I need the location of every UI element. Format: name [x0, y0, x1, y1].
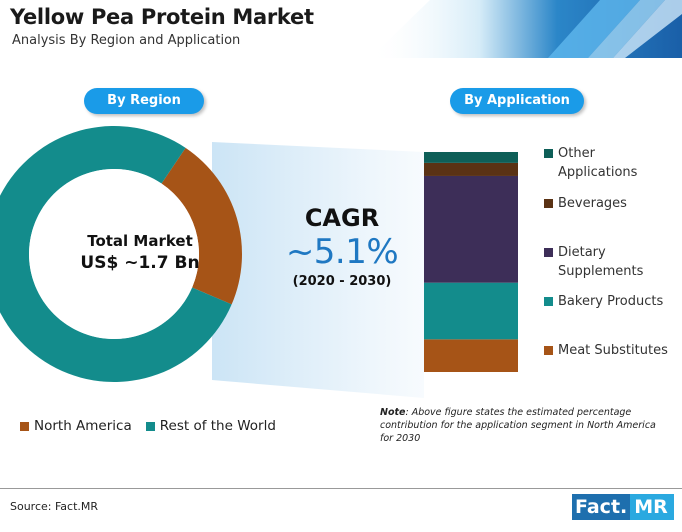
header-decoration — [370, 0, 682, 58]
region-legend: North America Rest of the World — [20, 418, 276, 434]
total-market-value: US$ ~1.7 Bn — [80, 253, 200, 273]
connector-beam — [212, 142, 424, 398]
legend-swatch-rest-of-world — [145, 421, 155, 431]
logo-part-mr: MR — [630, 494, 674, 520]
legend-label-beverages: Beverages — [558, 196, 627, 211]
logo-part-fact: Fact. — [572, 494, 631, 520]
legend-label-rest-of-world: Rest of the World — [159, 418, 276, 434]
legend-item-other-applications: Other Applications — [544, 144, 678, 182]
total-market-label: Total Market — [87, 232, 193, 250]
legend-label-meat: Meat Substitutes — [558, 343, 668, 358]
donut-slice-north-america — [161, 147, 242, 305]
by-application-pill: By Application — [450, 88, 584, 114]
region-donut — [0, 126, 242, 382]
legend-label-dietary: Dietary Supplements — [558, 245, 644, 279]
cagr-block: CAGR ~5.1% (2020 - 2030) — [272, 204, 412, 289]
legend-swatch-bakery — [544, 297, 553, 306]
legend-item-bakery-products: Bakery Products — [544, 292, 678, 311]
legend-swatch-beverages — [544, 199, 553, 208]
cagr-label: CAGR — [304, 204, 380, 232]
cagr-value: ~5.1% — [285, 232, 399, 272]
legend-label-other: Other Applications — [558, 146, 638, 180]
legend-swatch-dietary — [544, 248, 553, 257]
source-text: Source: Fact.MR — [10, 500, 99, 513]
legend-item-dietary-supplements: Dietary Supplements — [544, 243, 678, 281]
legend-label-bakery: Bakery Products — [558, 294, 664, 309]
charts-canvas — [0, 126, 518, 398]
bar-segment-dietary-supplements — [424, 175, 518, 283]
page-subtitle: Analysis By Region and Application — [12, 33, 241, 48]
legend-swatch-meat — [544, 346, 553, 355]
note-text: : Above figure states the estimated perc… — [380, 407, 656, 444]
header: Yellow Pea Protein Market Analysis By Re… — [0, 0, 682, 58]
application-stacked-bar — [424, 152, 518, 372]
bar-segment-other-applications — [424, 152, 518, 163]
factmr-logo: Fact. MR — [572, 494, 674, 520]
legend-swatch-north-america — [20, 421, 29, 431]
legend-item-beverages: Beverages — [544, 194, 678, 213]
donut-slice-rest-of-the-world — [0, 126, 232, 382]
footer-divider — [0, 488, 682, 489]
bar-segment-beverages — [424, 162, 518, 176]
bar-segment-bakery-products — [424, 282, 518, 340]
donut-center: Total Market US$ ~1.7 Bn — [70, 232, 210, 273]
donut-hole — [29, 169, 199, 339]
page-title: Yellow Pea Protein Market — [10, 5, 314, 29]
by-region-pill: By Region — [84, 88, 204, 114]
note-prefix: Note — [380, 407, 406, 418]
cagr-period: (2020 - 2030) — [292, 274, 392, 289]
bar-segment-meat-substitutes — [424, 339, 518, 372]
legend-swatch-other — [544, 149, 553, 158]
legend-item-meat-substitutes: Meat Substitutes — [544, 341, 678, 360]
legend-label-north-america: North America — [34, 418, 132, 434]
footnote: Note: Above figure states the estimated … — [380, 406, 662, 445]
